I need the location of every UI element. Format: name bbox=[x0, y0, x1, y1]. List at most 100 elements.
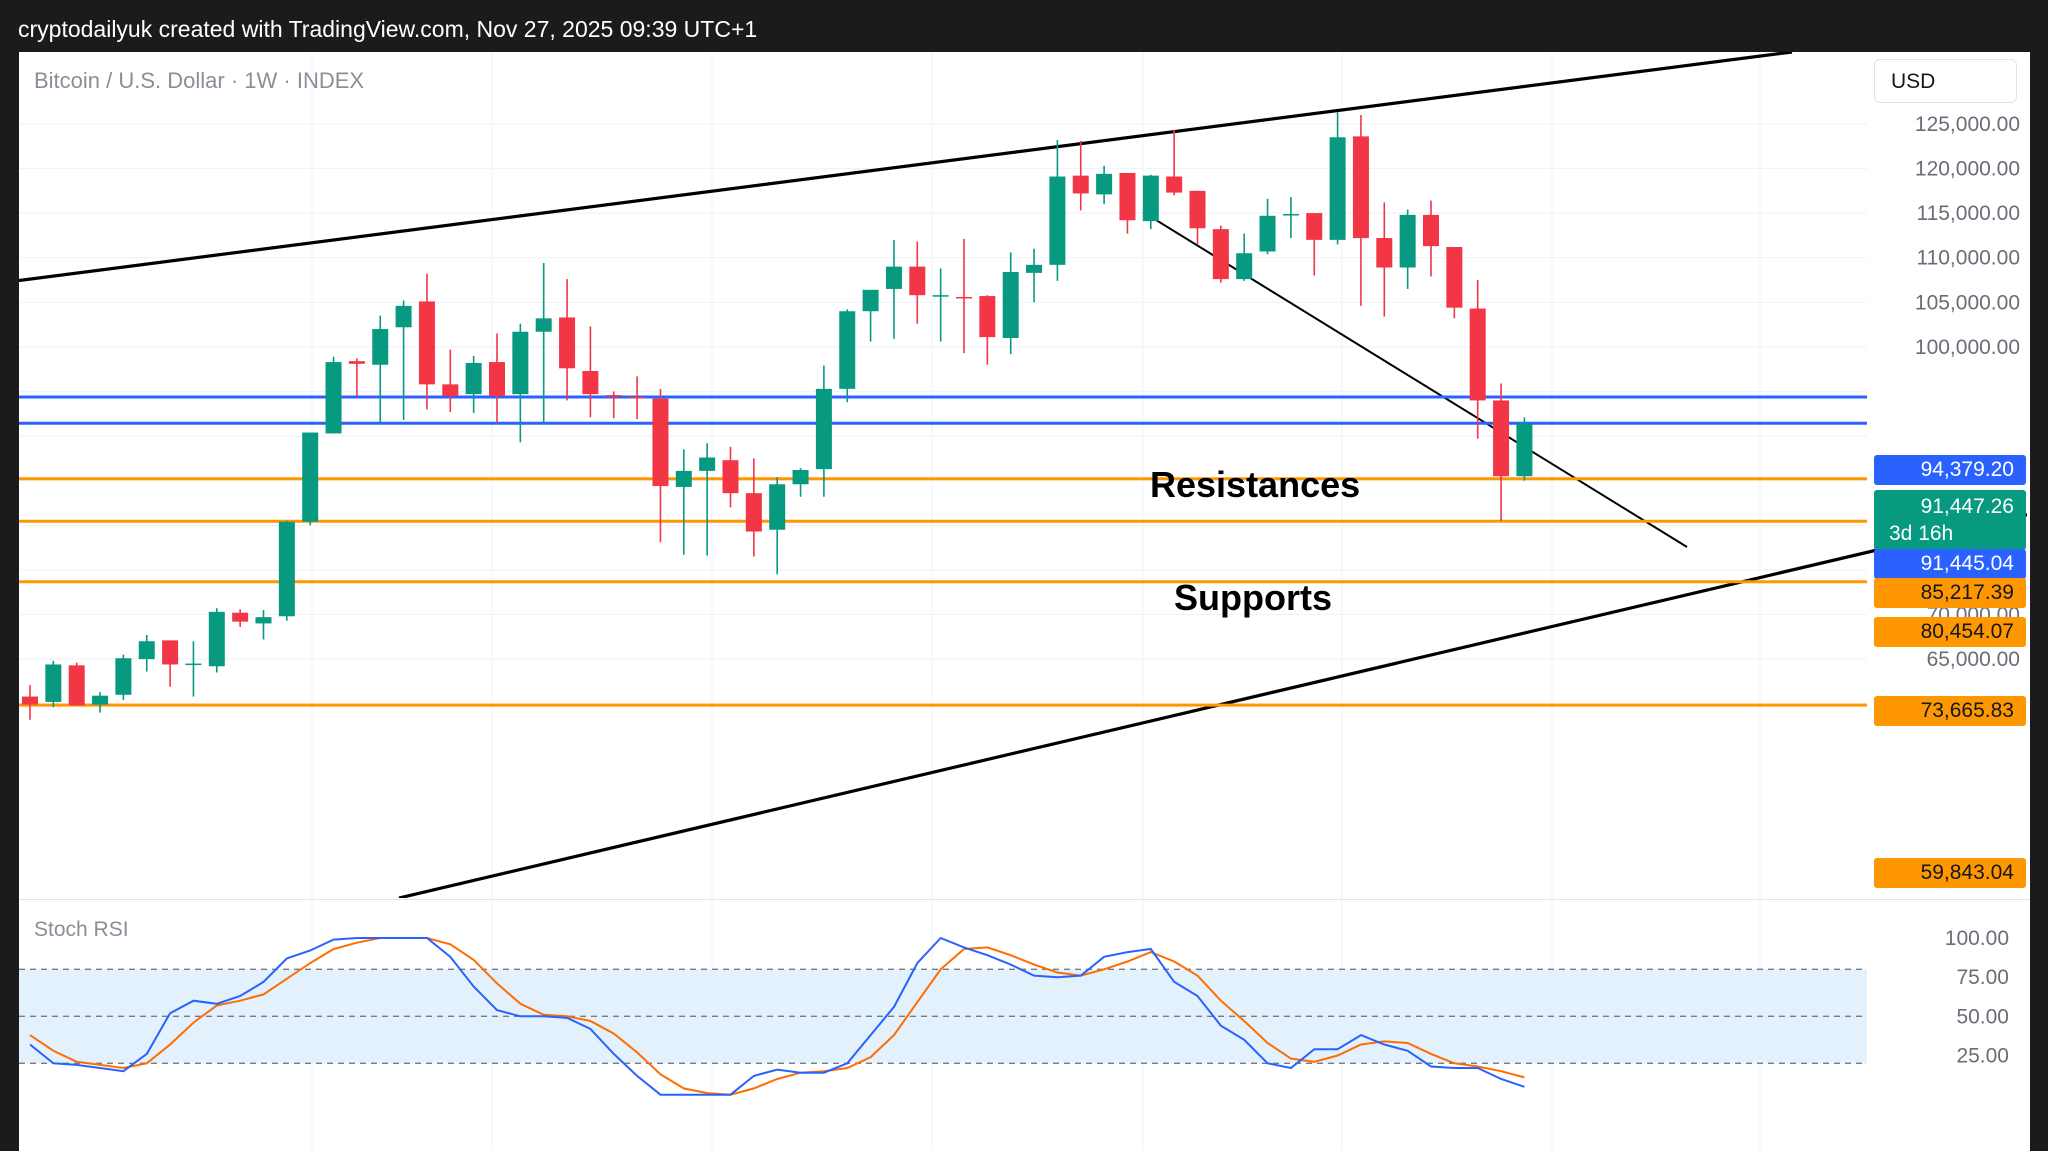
stoch-rsi-band bbox=[19, 968, 1867, 1064]
last-price-label: 91,447.26 3d 16h bbox=[1874, 490, 2026, 550]
candle bbox=[348, 358, 365, 396]
currency-selector[interactable]: USD bbox=[1874, 59, 2017, 103]
candle bbox=[278, 520, 295, 621]
candle bbox=[909, 241, 926, 324]
candle-body bbox=[675, 470, 692, 487]
candle-body bbox=[1329, 137, 1346, 240]
candle bbox=[255, 610, 272, 640]
price-axis-tick-label: 100,000.00 bbox=[1915, 336, 2020, 359]
candle-body bbox=[92, 695, 109, 705]
candle-countdown: 3d 16h bbox=[1889, 522, 1954, 545]
candle-body bbox=[232, 612, 249, 622]
candle bbox=[302, 432, 319, 526]
candle-body bbox=[162, 640, 179, 665]
candle-body bbox=[115, 658, 132, 695]
candle-body bbox=[1446, 246, 1463, 308]
candle-body bbox=[815, 388, 832, 470]
stoch-rsi-line-k bbox=[29, 936, 1525, 1096]
candle bbox=[489, 333, 505, 423]
candle bbox=[769, 477, 786, 575]
candle bbox=[1166, 130, 1183, 196]
candle-body bbox=[372, 329, 389, 365]
candle bbox=[512, 323, 529, 443]
price-axis-tick-label: 125,000.00 bbox=[1915, 113, 2020, 136]
candle bbox=[839, 309, 856, 403]
candle bbox=[1306, 213, 1323, 276]
candle-body bbox=[348, 361, 365, 364]
candle bbox=[862, 289, 879, 342]
candle bbox=[232, 609, 249, 627]
candle bbox=[1446, 246, 1463, 319]
candle-body bbox=[302, 432, 319, 522]
candle-body bbox=[45, 664, 62, 702]
candle bbox=[1329, 112, 1346, 245]
candle bbox=[92, 692, 109, 713]
candle-body bbox=[1212, 229, 1229, 280]
candle bbox=[395, 300, 412, 421]
candle-body bbox=[1189, 190, 1206, 229]
candle-body bbox=[839, 311, 856, 389]
candle-body bbox=[68, 665, 85, 706]
candle bbox=[815, 365, 832, 497]
candle bbox=[559, 279, 576, 401]
candle bbox=[1096, 165, 1113, 205]
candle-body bbox=[442, 384, 459, 396]
candle-body bbox=[699, 457, 716, 471]
candle bbox=[1002, 252, 1019, 355]
candle-body bbox=[255, 617, 272, 624]
candle bbox=[1282, 197, 1299, 239]
candle-body bbox=[512, 331, 529, 395]
candle bbox=[138, 635, 155, 672]
candle-body bbox=[1306, 213, 1323, 240]
candle-body bbox=[465, 362, 482, 395]
candle-body bbox=[792, 469, 809, 485]
rsi-axis-tick-label: 50.00 bbox=[1956, 1005, 2009, 1028]
candle bbox=[1072, 140, 1089, 211]
descending-trendline bbox=[1142, 211, 1688, 548]
candle bbox=[1423, 200, 1439, 277]
candle-body bbox=[932, 295, 949, 297]
candle bbox=[185, 641, 202, 697]
candle-body bbox=[1096, 173, 1113, 195]
candle-body bbox=[1002, 271, 1019, 338]
resistance-label-1: 94,379.20 bbox=[1874, 455, 2026, 485]
candle-body bbox=[909, 266, 926, 296]
candle-body bbox=[605, 395, 622, 397]
candle-body bbox=[208, 611, 225, 667]
rsi-axis-tick-label: 25.00 bbox=[1956, 1045, 2009, 1068]
candle bbox=[1469, 280, 1486, 439]
candle-body bbox=[745, 493, 762, 532]
candle bbox=[675, 449, 692, 555]
candle bbox=[1026, 248, 1043, 303]
candle bbox=[956, 238, 972, 354]
price-axis-tick-label: 65,000.00 bbox=[1927, 648, 2020, 671]
header-caption: cryptodailyuk created with TradingView.c… bbox=[18, 16, 758, 42]
support-label-1: 85,217.39 bbox=[1874, 578, 2026, 608]
candle-body bbox=[535, 318, 552, 332]
candle-body bbox=[1469, 308, 1486, 401]
candle-body bbox=[1142, 175, 1159, 222]
price-axis-tick-label: 115,000.00 bbox=[1916, 202, 2020, 225]
candle bbox=[1352, 114, 1369, 306]
price-axis-tick-label: 120,000.00 bbox=[1915, 158, 2020, 181]
candle-body bbox=[862, 289, 879, 312]
candle bbox=[1516, 417, 1533, 481]
candle bbox=[1049, 139, 1066, 281]
candle bbox=[605, 391, 622, 419]
candle bbox=[792, 468, 809, 497]
candle bbox=[45, 660, 62, 708]
candle bbox=[629, 376, 646, 420]
candle-body bbox=[629, 396, 646, 399]
candle bbox=[418, 273, 435, 410]
candle bbox=[932, 268, 949, 342]
resistance-label-2: 91,445.04 bbox=[1874, 549, 2026, 579]
candle-body bbox=[1166, 176, 1183, 193]
chart-canvas[interactable]: 65,000.0070,000.0075,000.00100,000.00105… bbox=[19, 52, 2030, 1151]
candle bbox=[22, 684, 38, 720]
candle-body bbox=[652, 398, 669, 487]
candle-body bbox=[1072, 175, 1089, 194]
candle-body bbox=[325, 362, 342, 434]
candle-body bbox=[1119, 172, 1136, 221]
chart-frame[interactable]: 65,000.0070,000.0075,000.00100,000.00105… bbox=[19, 52, 2030, 1151]
trendlines bbox=[19, 52, 2027, 898]
